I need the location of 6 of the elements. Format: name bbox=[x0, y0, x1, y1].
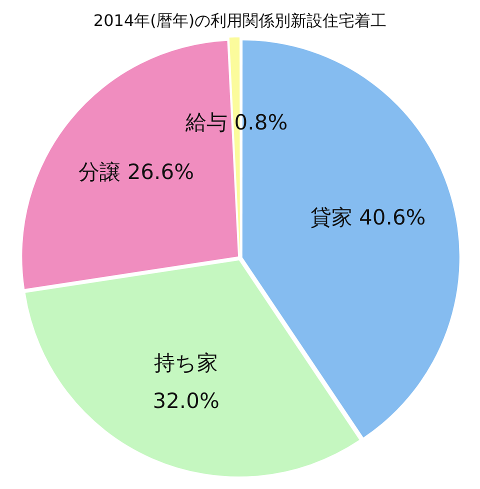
slice-label: 持ち家 bbox=[154, 351, 218, 376]
slice-label: 分譲 26.6% bbox=[78, 160, 194, 184]
slice-label: 貸家 40.6% bbox=[310, 206, 426, 230]
chart-title: 2014年(暦年)の利用関係別新設住宅着工 bbox=[93, 10, 387, 30]
data-label: 32.0% bbox=[152, 389, 220, 414]
slice-label: 給与 0.8% bbox=[184, 110, 288, 135]
